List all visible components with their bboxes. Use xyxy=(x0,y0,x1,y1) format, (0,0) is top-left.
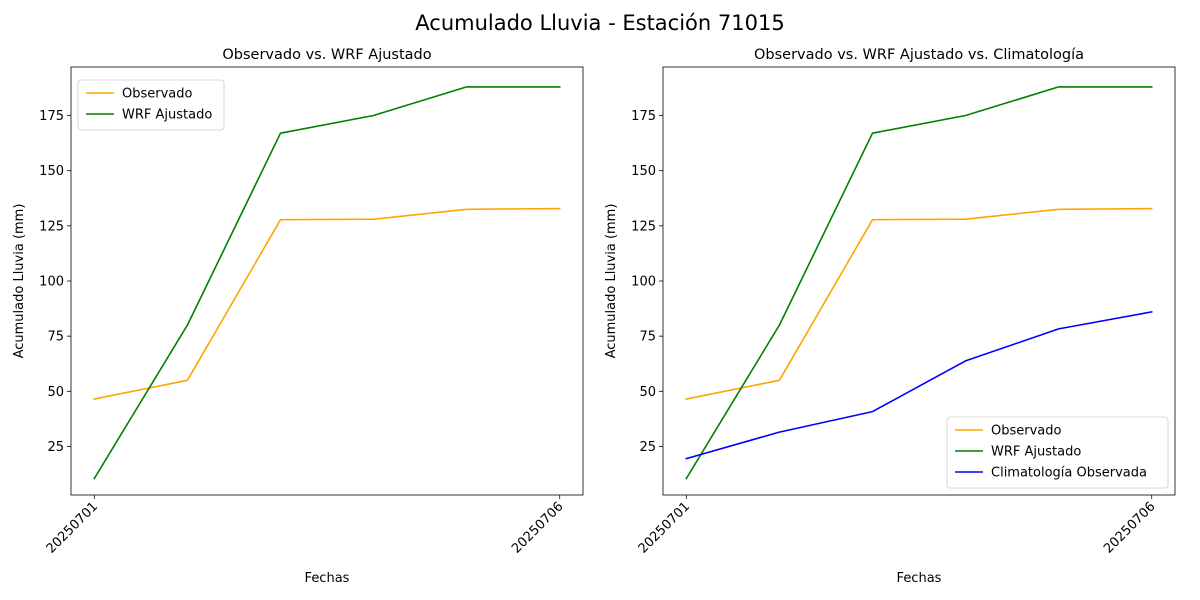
left-plot: Observado vs. WRF Ajustado 25 50 75 100 125 15… xyxy=(12,47,584,586)
legend: Observado WRF Ajustado xyxy=(77,79,225,131)
y-tick-label: 75 xyxy=(639,330,656,345)
y-tick-label: 50 xyxy=(47,385,64,400)
series-line-climatolog-a-observada xyxy=(685,310,1153,460)
plot-title: Observado vs. WRF Ajustado xyxy=(222,47,431,63)
y-tick-label: 175 xyxy=(631,109,656,124)
y-tick-label: 25 xyxy=(639,440,656,455)
figure-suptitle: Acumulado Lluvia - Estación 71015 xyxy=(415,11,784,35)
legend-label: Observado xyxy=(991,424,1062,439)
legend: Observado WRF Ajustado Climatología Observ… xyxy=(946,416,1169,489)
y-tick-label: 75 xyxy=(47,330,64,345)
legend-label: Climatología Observada xyxy=(991,466,1147,481)
y-axis-label: Acumulado Lluvia (mm) xyxy=(604,204,619,359)
plot-frame xyxy=(662,66,1176,496)
plot-frame xyxy=(70,66,584,496)
right-plot: Observado vs. WRF Ajustado vs. Climatolo… xyxy=(604,47,1176,586)
y-tick-label: 25 xyxy=(47,440,64,455)
y-tick-label: 100 xyxy=(39,275,64,290)
legend-label: Observado xyxy=(122,87,193,102)
y-tick-label: 150 xyxy=(631,164,656,179)
legend-label: WRF Ajustado xyxy=(122,108,212,123)
y-tick-label: 125 xyxy=(631,219,656,234)
x-tick-label: 20250706 xyxy=(1101,499,1158,556)
y-axis-label: Acumulado Lluvia (mm) xyxy=(12,204,27,359)
legend-label: WRF Ajustado xyxy=(991,445,1081,460)
series-line-observado xyxy=(93,207,561,400)
x-tick-label: 20250701 xyxy=(44,499,101,556)
x-axis-label: Fechas xyxy=(305,571,350,586)
y-tick-label: 100 xyxy=(631,275,656,290)
y-tick-label: 175 xyxy=(39,109,64,124)
series-line-wrf-ajustado xyxy=(93,86,561,480)
x-tick-label: 20250701 xyxy=(636,499,693,556)
y-tick-label: 50 xyxy=(639,385,656,400)
y-tick-label: 125 xyxy=(39,219,64,234)
legend-box xyxy=(946,416,1169,489)
series-line-wrf-ajustado xyxy=(685,86,1153,480)
x-tick-label: 20250706 xyxy=(509,499,566,556)
y-tick-label: 150 xyxy=(39,164,64,179)
legend-box xyxy=(77,79,225,131)
x-axis-label: Fechas xyxy=(897,571,942,586)
series-line-observado xyxy=(685,207,1153,400)
plot-title: Observado vs. WRF Ajustado vs. Climatolo… xyxy=(754,47,1084,63)
